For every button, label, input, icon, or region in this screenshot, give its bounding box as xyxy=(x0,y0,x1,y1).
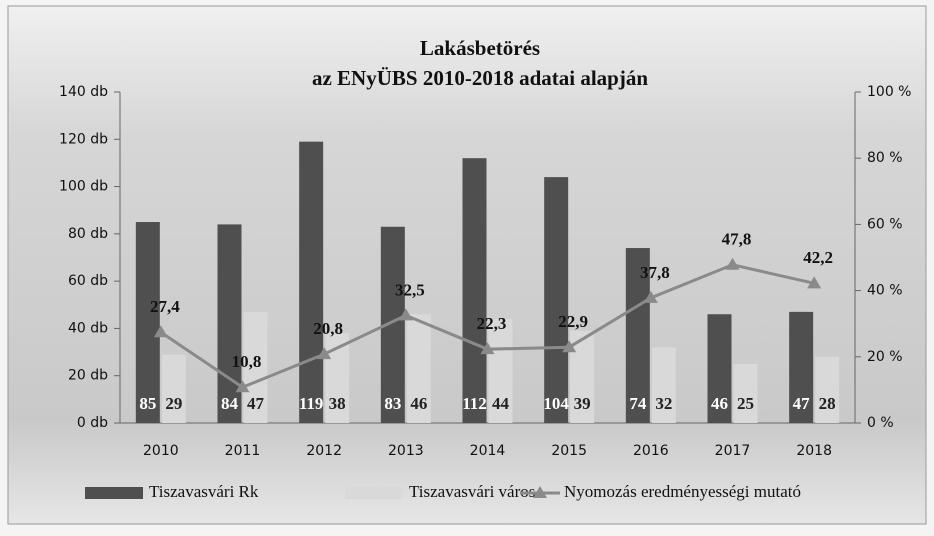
legend-swatch xyxy=(345,487,403,499)
chart-subtitle: az ENyÜBS 2010-2018 adatai alapján xyxy=(312,66,648,90)
line-value-label: 32,5 xyxy=(395,280,425,299)
bar-value-label: 39 xyxy=(574,394,591,413)
y2-tick-label: 60 % xyxy=(867,216,903,232)
y2-tick-label: 80 % xyxy=(867,150,903,166)
x-tick-label: 2015 xyxy=(551,443,587,459)
y-tick-label: 80 db xyxy=(68,226,108,242)
legend-label: Tiszavasvári város xyxy=(409,482,535,501)
bar-value-label: 112 xyxy=(462,394,487,413)
legend-label: Nyomozás eredményességi mutató xyxy=(564,482,801,501)
line-value-label: 22,3 xyxy=(477,314,507,333)
line-value-label: 47,8 xyxy=(722,230,752,249)
legend-label: Tiszavasvári Rk xyxy=(149,482,259,501)
bar-value-label: 47 xyxy=(793,394,811,413)
y-tick-label: 120 db xyxy=(59,131,108,147)
line-marker xyxy=(480,342,495,355)
y-tick-label: 20 db xyxy=(68,368,108,384)
line-marker xyxy=(807,276,822,289)
bar xyxy=(570,330,595,423)
line-marker xyxy=(153,325,168,338)
bar-value-label: 25 xyxy=(737,394,754,413)
x-tick-label: 2012 xyxy=(306,443,342,459)
line-value-label: 20,8 xyxy=(313,319,343,338)
line-marker xyxy=(317,347,332,360)
bar-value-label: 47 xyxy=(247,394,265,413)
bar xyxy=(135,222,160,423)
y2-tick-label: 100 % xyxy=(867,84,911,100)
bar-value-label: 83 xyxy=(384,394,401,413)
bar xyxy=(789,311,814,423)
y-tick-label: 0 db xyxy=(77,415,108,431)
line-marker xyxy=(643,290,658,303)
bar xyxy=(161,354,186,423)
legend-marker xyxy=(533,486,547,498)
bar-value-label: 85 xyxy=(139,394,156,413)
y2-tick-label: 40 % xyxy=(867,283,903,299)
bar xyxy=(406,314,431,423)
bar xyxy=(707,314,732,423)
y-tick-label: 100 db xyxy=(59,179,108,195)
bar xyxy=(651,347,676,423)
line-marker xyxy=(235,380,250,393)
x-tick-label: 2016 xyxy=(633,443,669,459)
bar-value-label: 119 xyxy=(299,394,324,413)
bar xyxy=(733,363,758,423)
bar xyxy=(815,356,840,423)
chart-title: Lakásbetörés xyxy=(420,36,540,60)
x-tick-label: 2017 xyxy=(715,443,751,459)
bar xyxy=(544,177,569,423)
legend-swatch xyxy=(85,487,143,499)
bar xyxy=(299,141,324,423)
x-tick-label: 2011 xyxy=(225,443,261,459)
line-marker xyxy=(398,308,413,321)
line-value-label: 10,8 xyxy=(232,352,262,371)
line-value-label: 27,4 xyxy=(150,297,180,316)
line-marker xyxy=(562,340,577,353)
line-marker xyxy=(725,257,740,270)
bar xyxy=(488,318,513,423)
y-tick-label: 60 db xyxy=(68,273,108,289)
bar-value-label: 38 xyxy=(329,394,346,413)
bar-value-label: 84 xyxy=(221,394,239,413)
bar-value-label: 28 xyxy=(819,394,836,413)
bar-value-label: 46 xyxy=(410,394,427,413)
y-tick-label: 140 db xyxy=(59,84,108,100)
y2-tick-label: 0 % xyxy=(867,415,894,431)
x-tick-label: 2014 xyxy=(470,443,506,459)
y-tick-label: 40 db xyxy=(68,320,108,336)
line-value-label: 22,9 xyxy=(558,312,588,331)
bar-value-label: 74 xyxy=(629,394,647,413)
bar xyxy=(243,311,268,423)
x-tick-label: 2013 xyxy=(388,443,424,459)
line-value-label: 37,8 xyxy=(640,263,670,282)
x-tick-label: 2010 xyxy=(143,443,179,459)
line-value-label: 42,2 xyxy=(803,248,833,267)
bar-value-label: 46 xyxy=(711,394,728,413)
y2-tick-label: 20 % xyxy=(867,349,903,365)
bar xyxy=(462,158,487,423)
bar-value-label: 32 xyxy=(655,394,672,413)
bar xyxy=(625,248,650,423)
bar-value-label: 44 xyxy=(492,394,510,413)
bar-value-label: 29 xyxy=(165,394,182,413)
x-tick-label: 2018 xyxy=(796,443,832,459)
bar-value-label: 104 xyxy=(543,394,569,413)
